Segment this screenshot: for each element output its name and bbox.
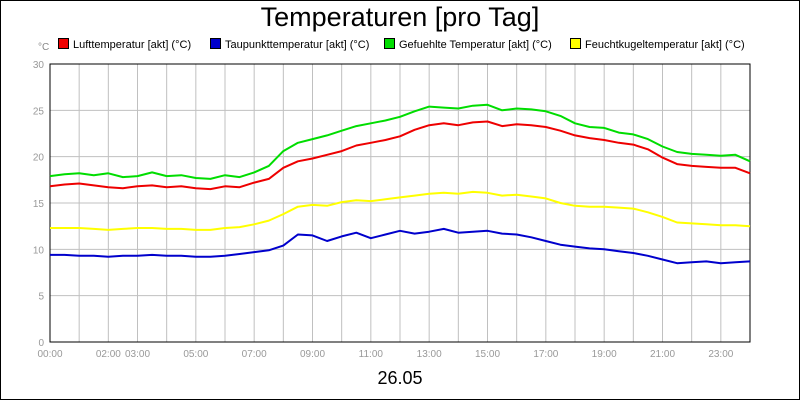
legend-swatch-icon <box>384 38 395 49</box>
series-line-1 <box>50 227 751 265</box>
y-tick-label: 30 <box>33 60 45 71</box>
legend-swatch-icon <box>58 38 69 49</box>
x-tick-label: 15:00 <box>475 349 500 360</box>
x-tick-label: 11:00 <box>359 349 384 360</box>
legend-label: Feuchtkugeltemperatur [akt] (°C) <box>585 39 745 51</box>
y-tick-label: 0 <box>38 338 44 349</box>
series-line-2 <box>49 103 751 180</box>
x-tick-label: 21:00 <box>650 349 675 360</box>
legend-swatch-icon <box>570 38 581 49</box>
legend-swatch-icon <box>210 38 221 49</box>
legend-item-gefuehlte-temperatur: Gefuehlte Temperatur [akt] (°C) <box>384 38 552 51</box>
date-label: 26.05 <box>377 368 423 388</box>
x-tick-label: 07:00 <box>242 349 267 360</box>
x-tick-label: 17:00 <box>533 349 558 360</box>
y-tick-label: 25 <box>33 106 45 117</box>
y-tick-label: 5 <box>38 292 44 303</box>
series-line-0 <box>49 120 751 191</box>
x-tick-label: 03:00 <box>125 349 150 360</box>
y-tick-label: 15 <box>33 199 45 210</box>
x-tick-label: 09:00 <box>300 349 325 360</box>
x-tick-label: 13:00 <box>417 349 442 360</box>
legend-label: Lufttemperatur [akt] (°C) <box>73 39 192 51</box>
series-line-3 <box>50 190 751 231</box>
x-tick-label: 19:00 <box>592 349 617 360</box>
x-tick-label: 02:00 <box>96 349 121 360</box>
legend-label: Taupunkttemperatur [akt] (°C) <box>225 39 370 51</box>
legend-item-feuchtkugeltemperatur: Feuchtkugeltemperatur [akt] (°C) <box>570 38 745 51</box>
plot-border <box>49 63 751 343</box>
chart-title: Temperaturen [pro Tag] <box>260 2 540 32</box>
x-tick-label: 23:00 <box>708 349 733 360</box>
legend-item-taupunkttemperatur: Taupunkttemperatur [akt] (°C) <box>210 38 369 51</box>
legend-item-lufttemperatur: Lufttemperatur [akt] (°C) <box>58 38 191 51</box>
x-tick-label: 05:00 <box>183 349 208 360</box>
y-tick-label: 20 <box>33 153 45 164</box>
y-unit-label: °C <box>38 42 50 53</box>
x-tick-label: 00:00 <box>37 349 62 360</box>
legend-label: Gefuehlte Temperatur [akt] (°C) <box>399 39 552 51</box>
y-tick-label: 10 <box>33 245 45 256</box>
